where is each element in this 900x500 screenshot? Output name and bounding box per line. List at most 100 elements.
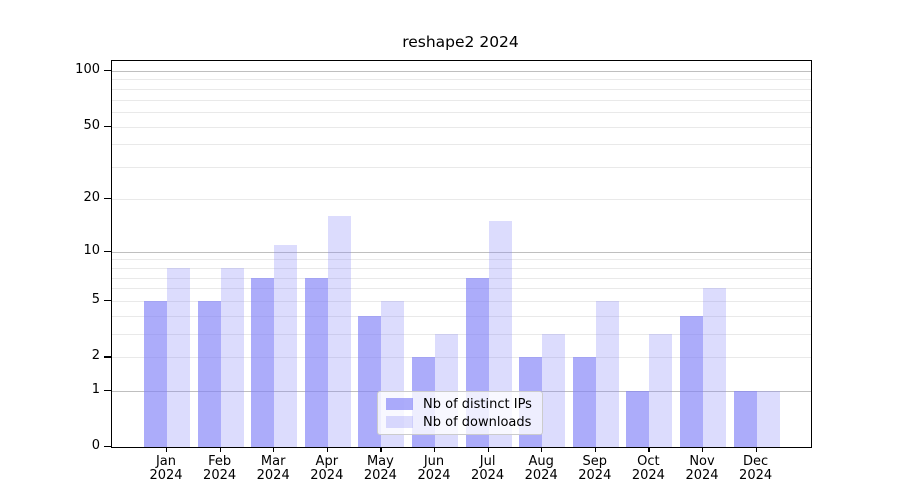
x-axis-month: Sep [582,454,608,469]
gridline-minor [112,88,811,90]
gridline-minor [112,277,811,279]
x-axis-tick [380,447,382,452]
x-axis-tick-label: Feb 2024 [190,455,250,483]
gridline-minor [112,167,811,169]
x-axis-tick [594,447,596,452]
gridline-major [112,71,811,72]
y-axis-tick [104,70,111,72]
legend-swatch-downloads [386,416,413,428]
legend-entry-distinct-ips: Nb of distinct IPs [386,396,534,412]
x-axis-month: Nov [689,454,715,469]
bar-downloads [220,267,244,447]
gridline-minor [112,301,811,303]
x-axis-month: Jan [155,454,177,469]
x-axis-tick [326,447,328,452]
x-axis-tick-label: Dec 2024 [726,455,786,483]
x-axis-year: 2024 [471,468,505,483]
bar-downloads [649,334,673,447]
bar-distinct-ips [626,390,650,447]
gridline-minor [112,315,811,317]
bar-distinct-ips [733,390,757,447]
x-axis-month: Dec [743,454,769,469]
x-axis-year: 2024 [203,468,237,483]
gridline-minor [112,288,811,290]
bar-distinct-ips [251,277,275,447]
bar-distinct-ips [144,301,167,447]
gridline-minor [112,99,811,101]
x-axis-tick-label: Apr 2024 [297,455,357,483]
x-axis-tick-label: Jul 2024 [458,455,518,483]
x-axis-tick [755,447,757,452]
bar-distinct-ips [304,277,328,447]
x-axis-year: 2024 [685,468,719,483]
x-axis-tick-label: May 2024 [350,455,410,483]
y-axis-tick [104,389,111,391]
y-axis-tick-label: 10 [83,242,100,258]
x-axis-month: May [366,454,394,469]
x-axis-tick [648,447,650,452]
bar-downloads [542,334,566,447]
y-axis-tick [104,356,111,358]
y-axis-tick [104,197,111,200]
x-axis-year: 2024 [363,468,397,483]
x-axis-year: 2024 [739,468,773,483]
x-axis-month: Jun [423,454,445,469]
chart-title: reshape2 2024 [402,33,519,51]
x-axis-month: Feb [208,454,232,469]
gridline-minor [112,79,811,81]
x-axis-year: 2024 [256,468,290,483]
y-axis-tick [104,250,111,252]
bar-downloads [756,390,780,447]
bar-downloads [167,267,190,447]
gridline-minor [112,334,811,336]
x-axis-tick [487,447,489,452]
gridline-minor [112,144,811,146]
y-axis-tick-label: 0 [91,438,100,453]
x-axis-year: 2024 [310,468,344,483]
gridline-major [112,251,811,253]
y-axis-tick [104,125,111,127]
y-axis-tick-label: 5 [91,292,100,308]
y-axis-tick-label: 2 [91,348,100,364]
y-axis-tick [104,300,111,302]
gridline-minor [112,267,811,269]
x-axis-tick [273,447,275,452]
legend-swatch-distinct-ips [386,398,413,410]
x-axis-tick [434,447,436,452]
bar-distinct-ips [572,357,596,447]
bar-downloads [327,216,351,447]
x-axis-tick-label: Jun 2024 [404,455,464,483]
x-axis-tick-label: Aug 2024 [511,455,571,483]
y-axis-tick-label: 100 [75,62,100,77]
legend-entry-downloads: Nb of downloads [386,414,534,430]
legend: Nb of distinct IPs Nb of downloads [377,391,543,435]
y-axis-tick-label: 20 [83,189,100,205]
x-axis-tick-label: Nov 2024 [672,455,732,483]
plot-area [111,60,812,448]
x-axis-month: Mar [260,454,286,469]
x-axis-year: 2024 [631,468,665,483]
x-axis-month: Jul [479,454,496,469]
y-axis-tick-label: 50 [83,117,100,133]
y-axis-tick [104,446,111,448]
bar-downloads [703,288,726,447]
x-axis-tick [219,447,221,452]
gridline-minor [112,126,811,128]
bar-downloads [274,244,298,447]
gridline-minor [112,198,811,200]
x-axis-year: 2024 [149,468,183,483]
x-axis-tick-label: Mar 2024 [243,455,303,483]
x-axis-year: 2024 [417,468,451,483]
x-axis-tick [702,447,704,452]
x-axis-year: 2024 [524,468,558,483]
x-axis-tick [166,447,168,452]
x-axis-month: Oct [637,454,660,469]
x-axis-month: Aug [528,454,554,469]
x-axis-tick-label: Jan 2024 [136,455,196,483]
x-axis-month: Apr [315,454,339,469]
gridline-minor [112,112,811,114]
x-axis-tick-label: Sep 2024 [565,455,625,483]
bar-downloads [488,221,512,447]
bar-downloads [595,301,619,447]
